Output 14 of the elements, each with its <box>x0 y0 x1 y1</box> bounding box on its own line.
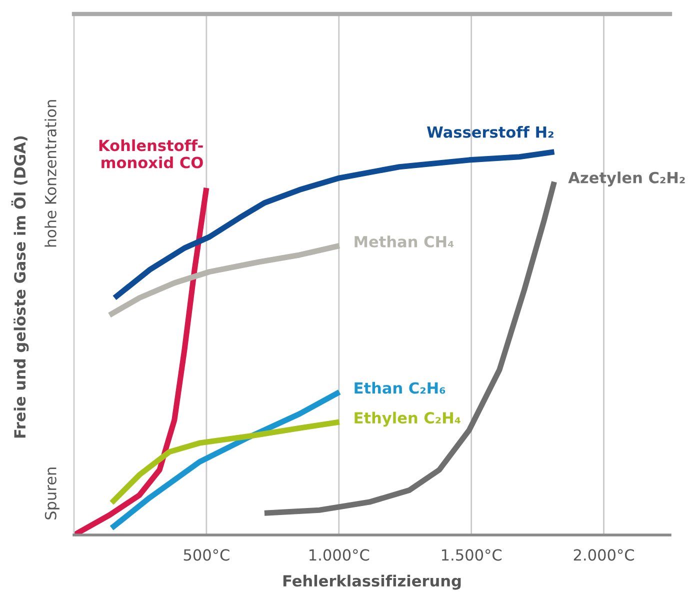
series-label: Kohlenstoff- monoxid CO <box>99 139 203 168</box>
x-tick-label: 1.500°C <box>442 549 502 561</box>
text: Spuren <box>44 468 60 520</box>
series-label: Methan CH₄ <box>354 236 454 248</box>
text: hohe Konzentration <box>44 100 56 247</box>
series-label: Ethylen C₂H₄ <box>354 412 460 427</box>
series-label: Wasserstoff H₂ <box>427 126 554 138</box>
series-label: Azetylen C₂H₂ <box>568 172 685 186</box>
y-axis-title: Freie und gelöste Gase im Öl (DGA) <box>11 136 29 438</box>
x-tick-label: 2.000°C <box>574 549 634 561</box>
x-tick-label: 500°C <box>184 549 230 561</box>
x-tick-label: 1.000°C <box>310 549 370 561</box>
x-axis-title: Fehlerklassifizierung <box>283 574 461 590</box>
series-label: Ethan C₂H₆ <box>354 382 446 394</box>
